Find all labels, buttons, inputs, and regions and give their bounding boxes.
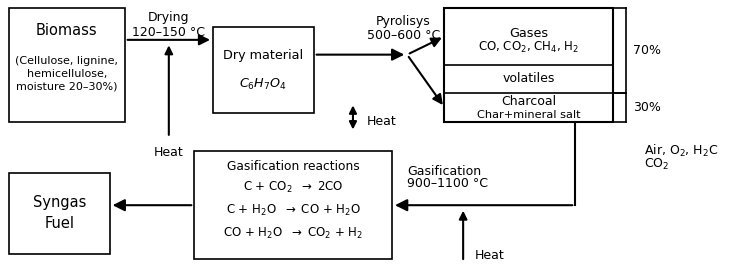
Text: C + H$_2$O  $\rightarrow$ CO + H$_2$O: C + H$_2$O $\rightarrow$ CO + H$_2$O	[226, 203, 361, 218]
Text: Charcoal: Charcoal	[501, 95, 556, 109]
Text: Syngas
Fuel: Syngas Fuel	[33, 195, 86, 231]
Text: Dry material: Dry material	[223, 49, 303, 62]
Text: Gasification reactions: Gasification reactions	[227, 160, 359, 173]
Bar	[444, 8, 613, 122]
Text: $C_6H_7O_4$: $C_6H_7O_4$	[240, 77, 287, 92]
Text: CO, CO$_2$, CH$_4$, H$_2$: CO, CO$_2$, CH$_4$, H$_2$	[478, 40, 579, 55]
Bar	[9, 173, 110, 254]
Text: Char+mineral salt: Char+mineral salt	[477, 110, 580, 120]
Bar	[9, 8, 125, 122]
Text: Gases: Gases	[509, 27, 548, 40]
Bar	[213, 27, 314, 113]
Text: 30%: 30%	[633, 101, 661, 114]
Text: Heat: Heat	[366, 115, 396, 128]
Bar	[194, 151, 392, 259]
Text: Gasification: Gasification	[407, 165, 481, 178]
Text: Pyrolisys: Pyrolisys	[376, 15, 431, 28]
Text: Heat: Heat	[154, 146, 184, 159]
Text: Heat: Heat	[474, 249, 504, 262]
Text: Biomass: Biomass	[36, 23, 98, 38]
Text: CO + H$_2$O  $\rightarrow$ CO$_2$ + H$_2$: CO + H$_2$O $\rightarrow$ CO$_2$ + H$_2$	[223, 226, 363, 241]
Text: (Cellulose, lignine,
hemicellulose,
moisture 20–30%): (Cellulose, lignine, hemicellulose, mois…	[16, 56, 118, 92]
Text: 120–150 °C: 120–150 °C	[132, 25, 205, 39]
Text: 500–600 °C: 500–600 °C	[367, 29, 440, 42]
Text: C + CO$_2$  $\rightarrow$ 2CO: C + CO$_2$ $\rightarrow$ 2CO	[243, 180, 344, 195]
Text: 70%: 70%	[633, 44, 661, 57]
Text: 900–1100 °C: 900–1100 °C	[407, 177, 488, 190]
Text: volatiles: volatiles	[502, 72, 555, 86]
Text: CO$_2$: CO$_2$	[644, 157, 669, 172]
Text: Drying: Drying	[148, 11, 190, 24]
Text: Air, O$_2$, H$_2$C: Air, O$_2$, H$_2$C	[644, 143, 719, 159]
